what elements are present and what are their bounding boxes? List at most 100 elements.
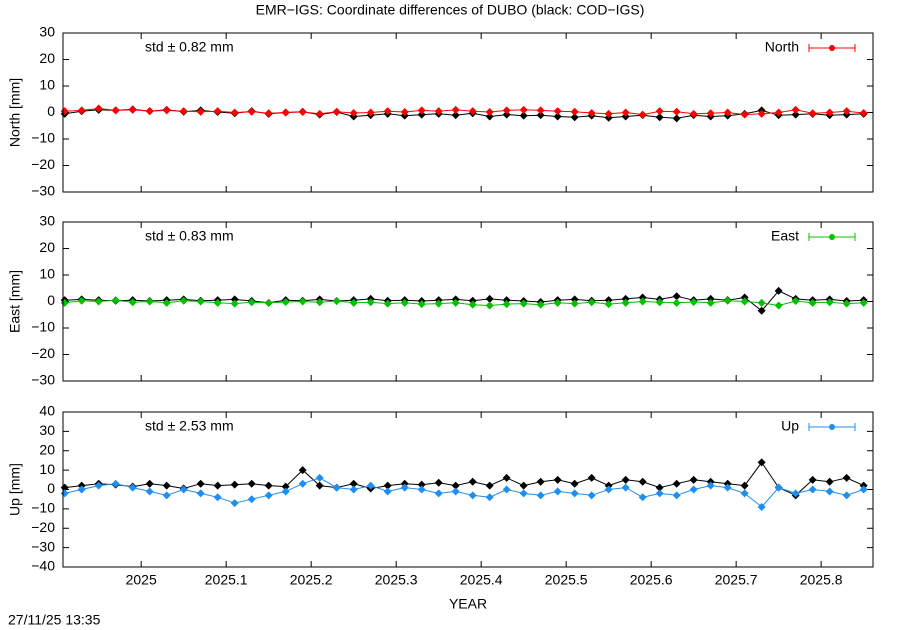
y-tick-label: 0	[47, 292, 55, 308]
data-point	[808, 109, 817, 118]
data-point	[179, 107, 188, 116]
data-point	[162, 298, 171, 307]
data-point	[638, 493, 647, 502]
data-point	[570, 299, 579, 308]
x-tick-label: 2025.7	[715, 572, 758, 588]
data-point	[349, 479, 358, 488]
legend-label: East	[771, 228, 799, 244]
data-point	[825, 298, 834, 307]
data-point	[60, 489, 69, 498]
y-tick-label: −40	[31, 558, 55, 574]
data-point	[264, 298, 273, 307]
data-point	[672, 292, 681, 301]
annotation: std ± 0.82 mm	[145, 39, 234, 55]
data-point	[179, 485, 188, 494]
data-point	[145, 487, 154, 496]
data-point	[264, 109, 273, 118]
data-point	[655, 298, 664, 307]
data-point	[740, 110, 749, 119]
x-axis-label: YEAR	[449, 596, 487, 612]
data-point	[383, 107, 392, 116]
data-point	[672, 114, 681, 123]
data-point	[689, 109, 698, 118]
y-tick-label: 0	[47, 103, 55, 119]
data-point	[247, 495, 256, 504]
x-tick-label: 2025.4	[460, 572, 503, 588]
data-point	[655, 489, 664, 498]
data-point	[400, 483, 409, 492]
data-point	[774, 108, 783, 117]
data-point	[332, 296, 341, 305]
data-point	[621, 483, 630, 492]
data-point	[706, 481, 715, 490]
data-point	[672, 491, 681, 500]
data-point	[196, 107, 205, 116]
y-tick-label: 40	[39, 403, 55, 419]
data-point	[825, 108, 834, 117]
y-tick-label: 20	[39, 239, 55, 255]
data-point	[502, 485, 511, 494]
data-point	[655, 113, 664, 122]
data-point	[349, 109, 358, 118]
data-point	[638, 477, 647, 486]
data-point	[723, 296, 732, 305]
x-tick-label: 2025.6	[630, 572, 673, 588]
data-point	[417, 106, 426, 115]
data-point	[485, 301, 494, 310]
data-point	[570, 113, 579, 122]
data-point	[791, 110, 800, 119]
legend-label: North	[765, 39, 799, 55]
legend-label: Up	[781, 418, 799, 434]
x-tick-label: 2025.2	[290, 572, 333, 588]
data-point	[162, 491, 171, 500]
data-point	[519, 481, 528, 490]
data-point	[842, 299, 851, 308]
data-point	[502, 110, 511, 119]
data-point	[315, 473, 324, 482]
data-point	[383, 481, 392, 490]
data-point	[230, 108, 239, 117]
legend-marker	[829, 234, 835, 240]
data-point	[111, 296, 120, 305]
data-point	[196, 297, 205, 306]
y-tick-label: 0	[47, 480, 55, 496]
data-point	[128, 105, 137, 114]
data-point	[145, 297, 154, 306]
x-tick-label: 2025.5	[545, 572, 588, 588]
y-axis-label: East [mm]	[7, 270, 23, 333]
data-point	[213, 481, 222, 490]
figure-title: EMR−IGS: Coordinate differences of DUBO …	[256, 2, 645, 18]
data-point	[213, 493, 222, 502]
data-point	[451, 481, 460, 490]
timestamp: 27/11/25 13:35	[8, 612, 101, 628]
data-point	[281, 108, 290, 117]
x-tick-label: 2025	[126, 572, 157, 588]
data-point	[332, 107, 341, 116]
data-point	[315, 298, 324, 307]
data-point	[196, 479, 205, 488]
data-point	[655, 107, 664, 116]
data-point	[553, 298, 562, 307]
data-point	[94, 104, 103, 113]
plot-frame	[62, 221, 874, 382]
data-point	[570, 107, 579, 116]
data-point	[859, 298, 868, 307]
y-axis-label: Up [mm]	[7, 463, 23, 516]
data-point	[434, 107, 443, 116]
data-point	[723, 483, 732, 492]
y-tick-label: −20	[31, 345, 55, 361]
data-point	[247, 479, 256, 488]
data-point	[723, 108, 732, 117]
data-point	[757, 306, 766, 315]
data-point	[468, 477, 477, 486]
x-tick-label: 2025.8	[800, 572, 843, 588]
data-point	[417, 480, 426, 489]
data-point	[315, 481, 324, 490]
data-point	[145, 107, 154, 116]
data-point	[502, 300, 511, 309]
x-tick-label: 2025.1	[205, 572, 248, 588]
data-point	[298, 479, 307, 488]
data-point	[468, 107, 477, 116]
data-point	[111, 479, 120, 488]
y-tick-label: 10	[39, 266, 55, 282]
